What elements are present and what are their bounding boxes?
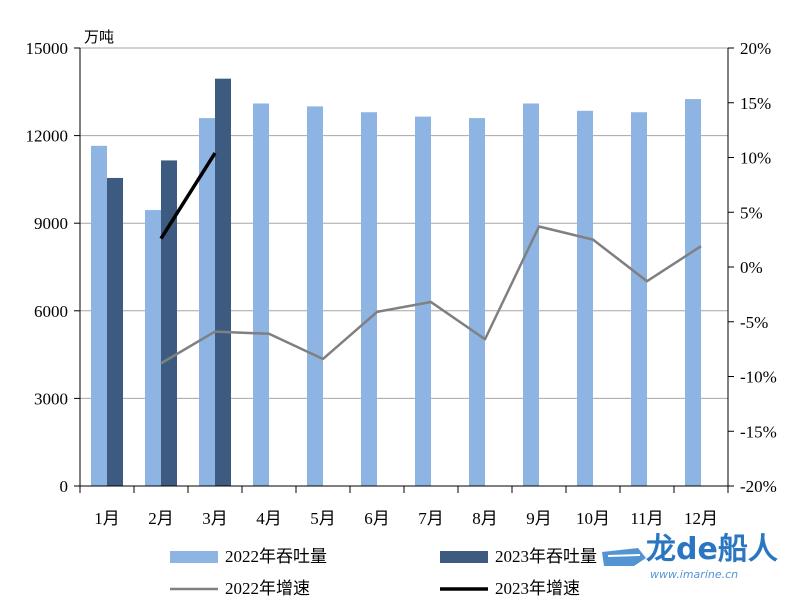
y-right-tick-label: -10%: [740, 368, 777, 387]
watermark-url: www.imarine.cn: [650, 568, 738, 581]
bar: [199, 118, 215, 486]
watermark-brand: 龙de船人: [646, 532, 778, 567]
y-right-tick-label: 5%: [740, 203, 763, 222]
y-left-tick-label: 12000: [26, 127, 69, 146]
axes: [74, 47, 734, 493]
x-tick-label: 11月: [630, 509, 663, 528]
y-left-tick-label: 9000: [34, 214, 68, 233]
y-right-tick-label: 15%: [740, 94, 771, 113]
bar: [307, 106, 323, 487]
y-left-tick-label: 0: [60, 477, 69, 496]
bar: [523, 103, 539, 486]
watermark: 龙de船人 www.imarine.cn: [602, 532, 778, 581]
bar: [145, 210, 161, 486]
grid: [80, 47, 728, 399]
x-tick-label: 7月: [418, 509, 444, 528]
y-left-tick-label: 6000: [34, 302, 68, 321]
y-left-tick-label: 3000: [34, 389, 68, 408]
y-right-tick-label: 20%: [740, 39, 771, 58]
legend-label: 2022年增速: [225, 579, 310, 598]
legend-label: 2023年吞吐量: [495, 547, 597, 566]
tick-labels: 0 3000 6000 9000 12000 15000 -20% -15% -10% -5% 0%…: [26, 39, 777, 528]
legend: 2022年吞吐量 2023年吞吐量 2022年增速 2023年增速: [170, 547, 597, 598]
series-line: [159, 152, 217, 240]
y-right-tick-label: 10%: [740, 149, 771, 168]
y-right-tick-label: -15%: [740, 422, 777, 441]
x-tick-label: 12月: [684, 509, 718, 528]
x-tick-label: 6月: [364, 509, 390, 528]
bar: [361, 112, 377, 487]
series-line: [160, 225, 702, 365]
ship-logo-icon: [602, 548, 646, 566]
legend-label: 2023年增速: [495, 579, 580, 598]
x-tick-label: 5月: [310, 509, 336, 528]
bar: [631, 112, 647, 487]
unit-label: 万吨: [84, 28, 114, 46]
bars: [91, 78, 701, 487]
y-right-tick-label: 0%: [740, 258, 763, 277]
y-left-tick-label: 15000: [26, 39, 69, 58]
x-tick-label: 10月: [576, 509, 610, 528]
x-tick-label: 8月: [472, 509, 498, 528]
bar: [577, 110, 593, 486]
y-right-tick-label: -5%: [740, 313, 768, 332]
x-tick-label: 2月: [148, 509, 174, 528]
bar: [685, 99, 701, 486]
legend-label: 2022年吞吐量: [225, 547, 327, 566]
legend-swatch: [440, 551, 488, 563]
bar: [161, 160, 177, 487]
bar: [107, 177, 123, 486]
x-tick-label: 9月: [526, 509, 552, 528]
bar: [215, 78, 231, 486]
bar: [469, 118, 485, 486]
y-right-tick-label: -20%: [740, 477, 777, 496]
legend-swatch: [170, 551, 218, 563]
x-tick-label: 4月: [256, 509, 282, 528]
bar: [91, 145, 107, 486]
bar: [415, 116, 431, 487]
x-tick-label: 3月: [202, 509, 228, 528]
lines: [159, 152, 702, 365]
bar: [253, 103, 269, 486]
x-tick-label: 1月: [94, 509, 120, 528]
